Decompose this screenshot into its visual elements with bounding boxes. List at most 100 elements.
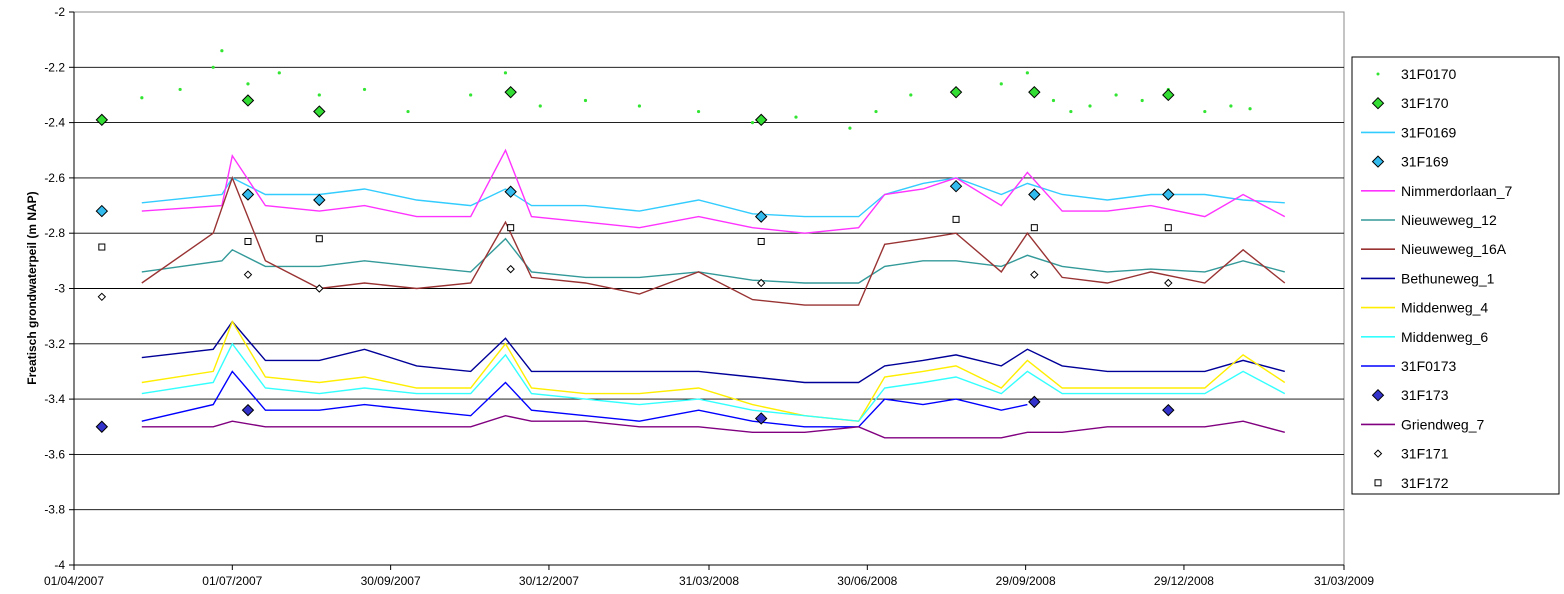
data-point (848, 126, 852, 130)
legend-item: 31F169 (1371, 154, 1449, 170)
series-layer (95, 49, 1286, 439)
x-tick-label: 01/04/2007 (44, 574, 104, 588)
series-line (141, 175, 1286, 306)
legend-item: Nieuweweg_12 (1361, 212, 1497, 228)
legend-item: Middenweg_6 (1361, 329, 1488, 345)
legend-label: 31F170 (1401, 95, 1449, 111)
axes: -2 -2.2 -2.4 -2.6 -2.8 -3 -3.2 -3.4 -3.6 -3.8 -4 01… (44, 5, 1374, 588)
data-point (757, 237, 765, 245)
legend-item: Nieuweweg_16A (1361, 241, 1507, 257)
x-tick-label: 01/07/2007 (202, 574, 262, 588)
legend-swatch (1371, 96, 1385, 110)
y-tick-label: -3 (54, 282, 65, 296)
legend-label: Middenweg_6 (1401, 329, 1488, 345)
data-point (503, 71, 508, 75)
series-31f0173 (141, 370, 1028, 428)
legend-swatch (1371, 155, 1385, 168)
legend-swatch (1374, 479, 1382, 487)
data-point (1028, 188, 1041, 201)
legend-swatch (1376, 72, 1380, 76)
data-point (277, 71, 281, 75)
data-point (313, 193, 326, 207)
data-point (874, 109, 878, 114)
data-point (504, 85, 517, 99)
y-tick-label: -2.2 (44, 60, 65, 74)
series-line (141, 342, 1286, 422)
series-bethuneweg-1 (141, 320, 1285, 384)
series-line (141, 414, 1285, 439)
data-point (750, 121, 755, 125)
data-point (315, 284, 324, 293)
series-middenweg-4 (141, 320, 1286, 422)
data-point (406, 109, 410, 114)
legend-label: Bethuneweg_1 (1401, 270, 1495, 286)
data-point (220, 49, 224, 53)
data-point (637, 104, 642, 108)
y-tick-label: -2.8 (44, 226, 65, 240)
x-tick-label: 30/12/2007 (519, 574, 579, 588)
data-point (241, 94, 255, 107)
data-point (1051, 98, 1056, 103)
series-line (141, 148, 1286, 234)
legend-label: 31F0173 (1401, 358, 1456, 374)
data-point (754, 113, 768, 127)
data-point (1162, 188, 1175, 201)
legend-item: 31F0169 (1361, 124, 1456, 140)
legend-label: 31F171 (1401, 446, 1449, 462)
legend-label: 31F0169 (1401, 124, 1456, 140)
data-point (1164, 224, 1172, 232)
data-point (1229, 104, 1233, 108)
x-tick-label: 31/03/2009 (1314, 574, 1374, 588)
series-middenweg-6 (141, 342, 1286, 422)
series-31f173 (95, 395, 1175, 433)
y-tick-label: -2.4 (44, 116, 65, 130)
data-point (507, 224, 515, 232)
series-31f171 (97, 264, 1173, 302)
data-point (95, 113, 109, 127)
data-point (794, 115, 798, 119)
data-point (583, 98, 588, 103)
data-point (244, 237, 252, 245)
legend-label: 31F172 (1401, 475, 1449, 491)
data-point (952, 215, 960, 223)
data-point (1069, 109, 1073, 114)
legend-label: Griendweg_7 (1401, 416, 1484, 432)
y-tick-label: -3.6 (44, 447, 65, 461)
legend-swatch (1373, 449, 1383, 458)
x-tick-label: 29/09/2008 (996, 574, 1056, 588)
y-tick-label: -3.8 (44, 503, 65, 517)
series-line (141, 176, 1285, 218)
data-point (949, 179, 963, 193)
data-point (140, 96, 144, 100)
x-tick-label: 30/09/2007 (361, 574, 421, 588)
y-tick-label: -3.4 (44, 392, 65, 406)
data-point (246, 82, 250, 86)
data-point (469, 93, 473, 97)
data-point (506, 264, 515, 274)
data-point (362, 87, 367, 92)
legend-swatch (1371, 388, 1385, 402)
legend-item: Bethuneweg_1 (1361, 270, 1495, 286)
data-point (1088, 104, 1092, 108)
legend-item: 31F172 (1374, 475, 1449, 491)
y-tick-label: -4 (54, 558, 65, 572)
data-point (98, 243, 106, 251)
legend-item: Griendweg_7 (1361, 416, 1484, 432)
series-nimmerdorlaan-7 (141, 148, 1286, 234)
legend-box (1351, 56, 1560, 495)
series-nieuweweg-12 (141, 237, 1285, 284)
y-axis-title: Freatisch grondwaterpeil (m NAP) (25, 191, 39, 384)
legend-label: Nieuweweg_16A (1401, 241, 1507, 257)
data-point (97, 292, 107, 302)
data-point (696, 109, 701, 114)
y-tick-label: -2.6 (44, 171, 65, 185)
data-point (1203, 109, 1207, 114)
data-point (313, 105, 326, 118)
data-point (1030, 270, 1039, 279)
y-tick-label: -3.2 (44, 337, 65, 351)
legend-item: Middenweg_4 (1361, 300, 1488, 316)
data-point (1028, 395, 1041, 409)
legend-item: Nimmerdorlaan_7 (1361, 183, 1512, 199)
legend: 31F0170 31F170 31F0169 31F169 Nimmerdorlaan_… (1351, 56, 1560, 495)
